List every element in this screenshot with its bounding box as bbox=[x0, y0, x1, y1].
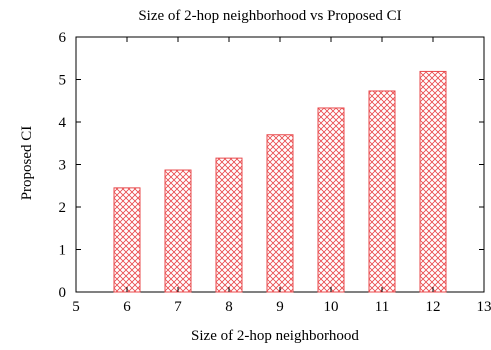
y-tick-label: 6 bbox=[59, 30, 67, 46]
y-tick-label: 1 bbox=[59, 243, 67, 259]
chart-title: Size of 2-hop neighborhood vs Proposed C… bbox=[138, 8, 401, 24]
x-tick-label: 5 bbox=[72, 299, 80, 315]
x-tick-label: 11 bbox=[375, 299, 389, 315]
bars-group bbox=[113, 70, 447, 293]
bar bbox=[419, 70, 447, 293]
y-tick-label: 3 bbox=[59, 158, 67, 174]
bar bbox=[164, 169, 192, 293]
bar bbox=[113, 187, 141, 293]
y-tick-label: 0 bbox=[59, 285, 67, 301]
x-axis-label: Size of 2-hop neighborhood bbox=[191, 328, 359, 344]
x-tick-label: 6 bbox=[123, 299, 131, 315]
x-tick-label: 12 bbox=[426, 299, 441, 315]
bar bbox=[215, 157, 243, 293]
x-tick-label: 10 bbox=[324, 299, 339, 315]
y-tick-label: 5 bbox=[59, 73, 67, 89]
x-tick-label: 9 bbox=[276, 299, 284, 315]
x-tick-label: 8 bbox=[225, 299, 233, 315]
bar bbox=[317, 107, 345, 293]
y-tick-label: 2 bbox=[59, 200, 67, 216]
x-tick-label: 13 bbox=[477, 299, 491, 315]
bar bbox=[266, 134, 294, 293]
bar bbox=[368, 90, 396, 293]
x-tick-label: 7 bbox=[174, 299, 182, 315]
y-axis-label: Proposed CI bbox=[19, 126, 35, 201]
y-tick-label: 4 bbox=[59, 115, 67, 131]
